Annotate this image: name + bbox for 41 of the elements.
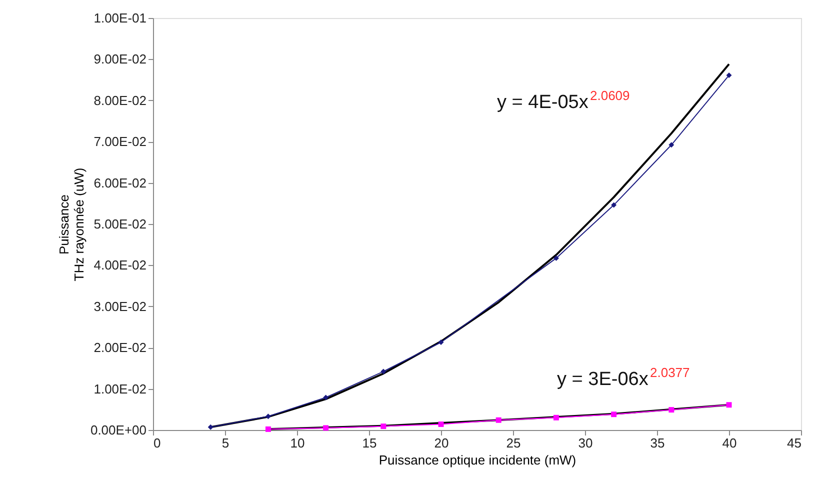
point — [496, 417, 502, 423]
y-tick-label: 8.00E-02 — [94, 92, 146, 108]
x-tick-label: 45 — [787, 436, 802, 450]
point — [323, 394, 329, 400]
x-tick-label: 10 — [290, 436, 305, 450]
text: Puissance — [56, 194, 72, 254]
point — [553, 255, 559, 261]
point — [726, 402, 732, 408]
x-tick-label: 20 — [434, 436, 449, 450]
y-tick-label: 5.00E-02 — [94, 216, 146, 232]
x-tick-label: 5 — [222, 436, 230, 450]
y-tick-label: 3.00E-02 — [94, 298, 146, 314]
x-axis-title: Puissance optique incidente (mW) — [378, 452, 576, 468]
y-tick-label: 2.00E-02 — [94, 340, 146, 356]
point — [323, 425, 329, 431]
y-tick-label: 6.00E-02 — [94, 175, 146, 190]
y-tick-label: 1.00E-01 — [94, 10, 146, 26]
point — [208, 424, 214, 430]
x-tick-label: 25 — [506, 436, 521, 450]
y-tick-label: 0.00E+00 — [90, 422, 146, 438]
y-tick-label: 4.00E-02 — [94, 258, 146, 273]
point — [265, 414, 271, 420]
y-tick-label: 1.00E-02 — [94, 381, 146, 396]
y-tick-label: 9.00E-02 — [94, 52, 146, 67]
text: THz rayonnée (uW) — [71, 168, 86, 282]
x-tick-label: 30 — [578, 436, 593, 450]
point — [438, 421, 444, 427]
point — [611, 202, 617, 208]
x-tick-label: 40 — [722, 436, 737, 450]
point — [380, 424, 386, 430]
point — [265, 426, 271, 432]
point — [553, 414, 559, 420]
y-tick-label: 7.00E-02 — [94, 134, 146, 150]
point — [726, 72, 732, 78]
x-tick-label: 0 — [154, 436, 161, 450]
point — [611, 412, 617, 418]
x-tick-label: 15 — [362, 436, 377, 450]
point — [668, 407, 674, 413]
point — [380, 368, 386, 374]
point — [668, 142, 674, 148]
x-tick-label: 35 — [650, 436, 665, 450]
